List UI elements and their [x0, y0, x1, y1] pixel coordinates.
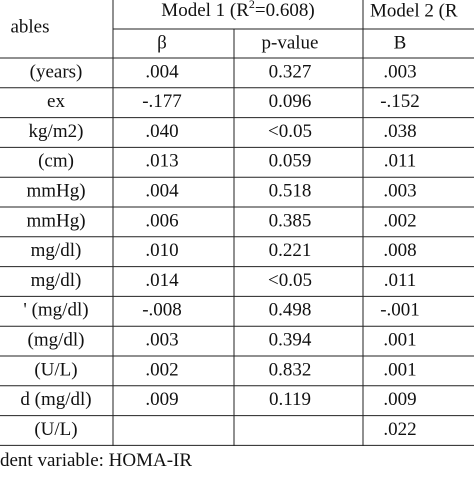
model1-suffix: =0.608) [255, 0, 315, 21]
beta-cell: .014 [145, 270, 179, 291]
b-cell: .003 [383, 61, 416, 82]
p-cell: 0.059 [269, 151, 312, 172]
col-header: β [157, 32, 167, 53]
b-cell: .003 [383, 180, 416, 201]
beta-cell: .040 [145, 121, 178, 142]
model1-prefix: Model 1 (R [161, 0, 249, 21]
col-header: B [394, 32, 407, 53]
p-cell: <0.05 [268, 270, 312, 291]
beta-cell: .003 [145, 329, 178, 350]
beta-cell: -.177 [142, 91, 182, 112]
b-cell: .001 [383, 329, 416, 350]
beta-cell: .002 [145, 359, 178, 380]
p-cell: 0.096 [269, 91, 312, 112]
beta-cell: .013 [145, 151, 178, 172]
beta-cell: .006 [145, 210, 178, 231]
row-label: (cm) [38, 151, 74, 172]
row-label: (U/L) [34, 359, 77, 380]
b-cell: .011 [384, 270, 417, 291]
row-label: kg/m2) [29, 121, 84, 142]
row-label: ' (mg/dl) [23, 300, 88, 321]
row-label: (years) [30, 61, 83, 82]
p-cell: 0.832 [269, 359, 312, 380]
b-cell: .002 [383, 210, 416, 231]
p-cell: 0.119 [269, 389, 311, 410]
row-label: ex [47, 91, 65, 112]
row-label: mg/dl) [31, 240, 82, 261]
row-label: mg/dl) [31, 270, 82, 291]
b-cell: .038 [383, 121, 416, 142]
col-header: p-value [262, 32, 319, 53]
b-cell: .008 [383, 240, 416, 261]
b-cell: -.001 [380, 300, 420, 321]
row-label: mmHg) [26, 210, 85, 231]
beta-cell: .004 [145, 180, 179, 201]
model1-header: Model 1 (R2=0.608) [161, 0, 314, 21]
b-cell: .011 [384, 151, 417, 172]
p-cell: 0.221 [269, 240, 312, 261]
b-cell: .022 [383, 419, 416, 440]
p-cell: 0.394 [269, 329, 312, 350]
b-cell: .009 [383, 389, 416, 410]
row-label: mmHg) [26, 180, 85, 201]
p-cell: 0.498 [269, 300, 312, 321]
beta-cell: -.008 [142, 300, 182, 321]
footer: dent variable: HOMA-IR [0, 450, 192, 471]
p-cell: 0.385 [269, 210, 312, 231]
b-cell: -.152 [380, 91, 420, 112]
b-cell: .001 [383, 359, 416, 380]
beta-cell: .010 [145, 240, 178, 261]
beta-cell: .004 [145, 61, 179, 82]
p-cell: 0.518 [269, 180, 312, 201]
model2-header: Model 2 (R [370, 0, 458, 21]
model1-sup: 2 [249, 0, 255, 11]
beta-cell: .009 [145, 389, 178, 410]
p-cell: 0.327 [269, 61, 312, 82]
row-label: (mg/dl) [28, 329, 85, 350]
variable-header: ables [10, 16, 49, 37]
row-label: d (mg/dl) [20, 389, 91, 410]
p-cell: <0.05 [268, 121, 312, 142]
row-label: (U/L) [34, 419, 77, 440]
